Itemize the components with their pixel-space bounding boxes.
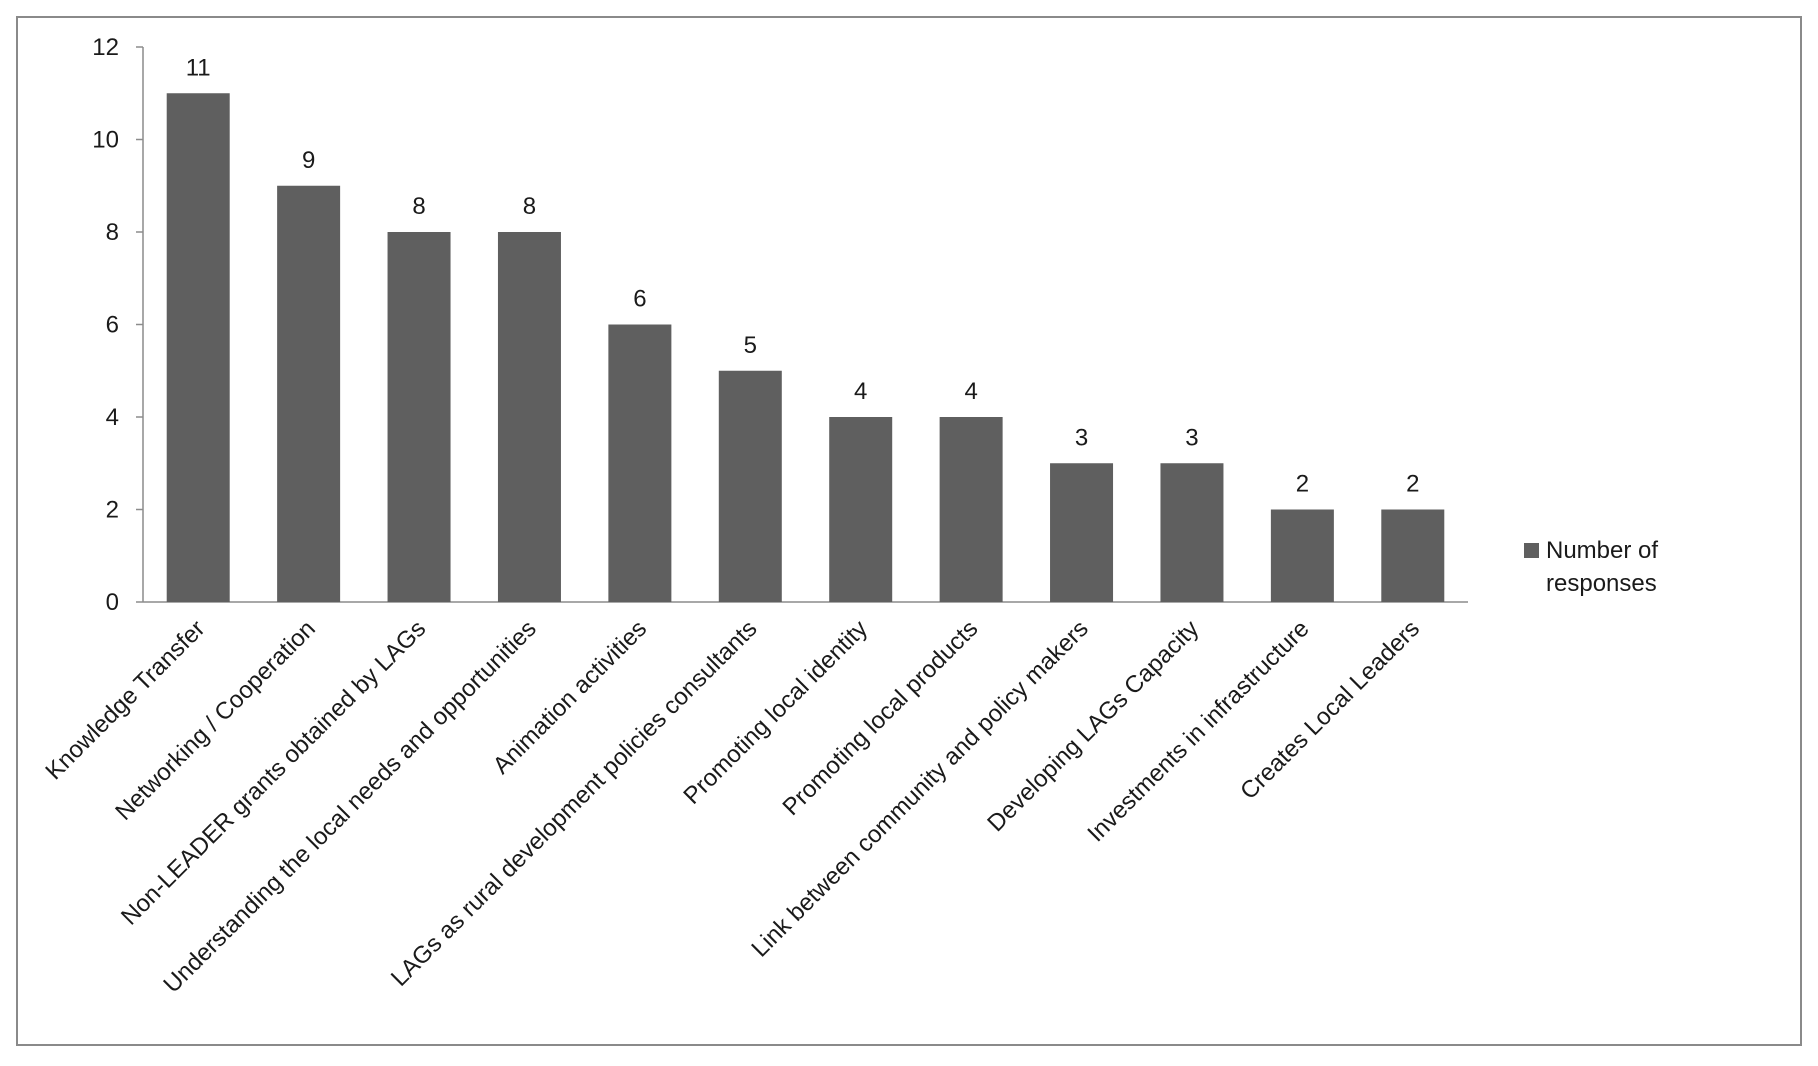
- bar: [608, 324, 672, 602]
- category-label: LAGs as rural development policies consu…: [386, 615, 763, 992]
- bar: [166, 93, 230, 602]
- y-tick-label: 4: [106, 404, 119, 431]
- bar: [1050, 463, 1114, 602]
- bars: [166, 93, 1445, 602]
- bar: [939, 417, 1003, 602]
- data-label: 8: [523, 193, 536, 220]
- category-label: Developing LAGs Capacity: [982, 615, 1204, 837]
- data-labels: 11 9 8 8 6 5 4 4 3 3 2 2: [186, 54, 1420, 497]
- y-tick-label: 6: [106, 312, 119, 339]
- category-label: Creates Local Leaders: [1235, 615, 1425, 805]
- legend-label-line2: responses: [1546, 570, 1657, 597]
- legend-swatch: [1524, 543, 1539, 558]
- bar: [277, 185, 341, 602]
- category-label: Networking / Cooperation: [110, 615, 321, 826]
- bar: [829, 417, 893, 602]
- data-label: 5: [744, 332, 757, 359]
- y-tick-label: 10: [92, 127, 119, 154]
- category-label: Promoting local products: [778, 615, 984, 821]
- data-label: 8: [412, 193, 425, 220]
- data-label: 2: [1296, 471, 1309, 498]
- data-label: 6: [633, 286, 646, 313]
- data-label: 11: [186, 54, 211, 81]
- data-label: 3: [1075, 424, 1088, 451]
- bar: [1381, 509, 1445, 602]
- data-label: 3: [1185, 424, 1198, 451]
- y-tick-label: 12: [92, 34, 119, 61]
- y-tick-label: 0: [106, 589, 119, 616]
- bar: [1160, 463, 1224, 602]
- y-tick-label: 8: [106, 219, 119, 246]
- data-label: 2: [1406, 471, 1419, 498]
- bar: [497, 232, 561, 602]
- category-label: Investments in infrastructure: [1082, 615, 1314, 847]
- bar: [387, 232, 451, 602]
- category-label: Understanding the local needs and opport…: [158, 615, 541, 998]
- legend: Number of responses: [1524, 537, 1658, 597]
- bar: [1270, 509, 1334, 602]
- data-label: 9: [302, 147, 315, 174]
- category-label: Promoting local identity: [678, 615, 873, 810]
- legend-label-line1: Number of: [1546, 537, 1658, 564]
- data-label: 4: [854, 378, 867, 405]
- y-tick-label: 2: [106, 497, 119, 524]
- data-label: 4: [964, 378, 977, 405]
- y-axis: 0 2 4 6 8 10 12: [92, 34, 1468, 616]
- bar: [718, 370, 782, 602]
